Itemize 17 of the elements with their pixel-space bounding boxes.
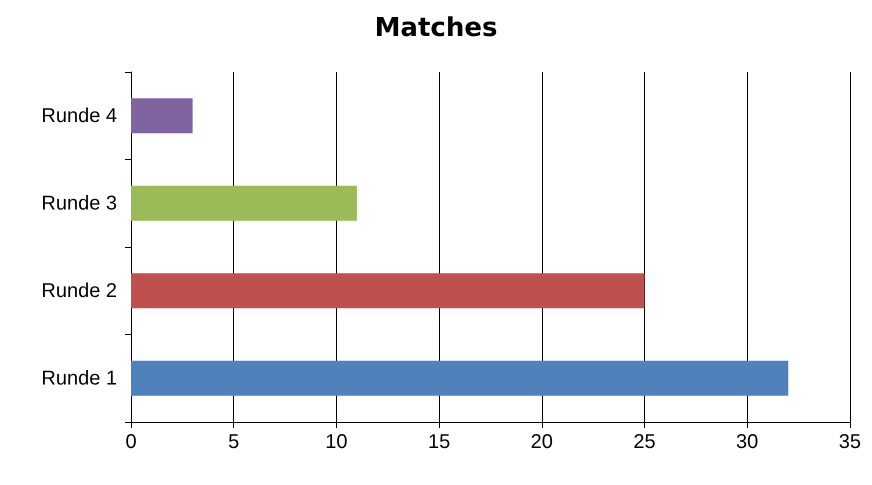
y-tick-label: Runde 3 bbox=[41, 192, 117, 214]
chart-title: Matches bbox=[374, 13, 498, 43]
bar bbox=[131, 360, 788, 396]
x-tick-label: 25 bbox=[633, 431, 656, 453]
bar bbox=[131, 273, 644, 308]
x-tick-label: 20 bbox=[530, 431, 553, 453]
x-tick-label: 35 bbox=[838, 431, 861, 453]
y-tick-label: Runde 4 bbox=[41, 104, 117, 127]
x-tick-label: 0 bbox=[125, 431, 137, 453]
bar bbox=[131, 186, 357, 221]
x-tick-label: 15 bbox=[428, 431, 450, 453]
x-tick-label: 30 bbox=[736, 431, 758, 453]
bar bbox=[131, 98, 193, 134]
y-tick-label: Runde 2 bbox=[41, 280, 117, 302]
x-tick-label: 5 bbox=[228, 431, 240, 453]
x-tick-label: 10 bbox=[325, 431, 348, 453]
y-tick-label: Runde 1 bbox=[41, 367, 117, 390]
